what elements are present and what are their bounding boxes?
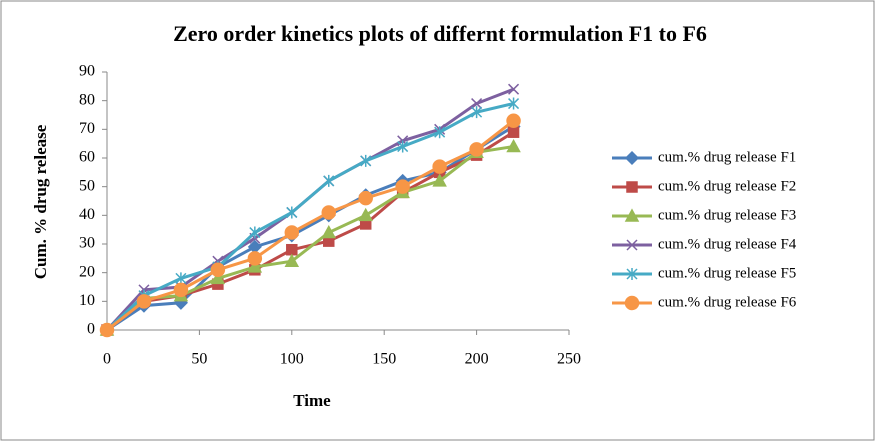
- marker: [471, 106, 483, 119]
- x-tick-label: 0: [103, 351, 111, 368]
- marker: [210, 262, 226, 278]
- marker: [624, 150, 640, 166]
- series-line: [105, 102, 514, 332]
- marker: [323, 174, 335, 187]
- marker: [432, 173, 447, 187]
- marker: [247, 259, 263, 273]
- marker: [626, 239, 638, 251]
- legend-label: cum.% drug release F6: [658, 294, 797, 310]
- legend-label: cum.% drug release F4: [658, 236, 797, 252]
- y-tick-label: 20: [79, 263, 95, 280]
- marker: [286, 206, 298, 219]
- marker: [506, 113, 521, 128]
- y-axis-label: Cum. % drug release: [31, 124, 50, 279]
- y-tick-label: 0: [87, 321, 95, 338]
- marker: [508, 83, 520, 95]
- y-tick-label: 40: [79, 206, 95, 223]
- marker: [175, 272, 187, 285]
- marker: [626, 181, 638, 193]
- x-tick-label: 250: [557, 351, 581, 368]
- x-tick-label: 150: [372, 351, 396, 368]
- marker: [321, 224, 337, 239]
- marker: [624, 208, 640, 222]
- legend-label: cum.% drug release F3: [658, 207, 796, 223]
- marker: [506, 138, 521, 153]
- marker: [434, 126, 446, 139]
- y-tick-label: 70: [79, 120, 95, 137]
- y-tick-label: 60: [79, 149, 95, 166]
- y-tick-label: 90: [79, 63, 95, 80]
- marker: [360, 154, 372, 167]
- marker: [249, 226, 261, 239]
- marker: [432, 159, 447, 174]
- x-tick-label: 200: [465, 351, 489, 368]
- marker: [507, 126, 520, 138]
- marker: [397, 140, 409, 153]
- marker: [626, 268, 638, 280]
- marker: [624, 295, 640, 311]
- y-tick-label: 10: [79, 292, 95, 309]
- marker: [286, 243, 298, 256]
- marker: [471, 98, 483, 110]
- marker: [210, 270, 226, 285]
- x-axis-label: Time: [293, 391, 331, 410]
- y-tick-label: 80: [79, 91, 95, 108]
- legend-label: cum.% drug release F1: [658, 149, 796, 165]
- marker: [469, 142, 484, 157]
- marker: [358, 190, 373, 206]
- marker: [173, 282, 189, 298]
- y-tick-label: 30: [79, 235, 95, 252]
- marker: [508, 97, 520, 110]
- chart-title: Zero order kinetics plots of differnt fo…: [173, 21, 707, 46]
- legend-label: cum.% drug release F2: [658, 178, 796, 194]
- marker: [247, 251, 263, 266]
- marker: [284, 225, 300, 240]
- marker: [358, 207, 373, 222]
- x-tick-label: 100: [280, 351, 304, 368]
- marker: [136, 294, 152, 309]
- marker: [99, 322, 115, 338]
- marker: [395, 179, 410, 194]
- marker: [284, 253, 300, 267]
- legend-label: cum.% drug release F5: [658, 265, 796, 281]
- series-line: [106, 145, 514, 332]
- marker: [321, 205, 337, 220]
- x-tick-label: 50: [191, 351, 207, 368]
- y-tick-label: 50: [79, 177, 95, 194]
